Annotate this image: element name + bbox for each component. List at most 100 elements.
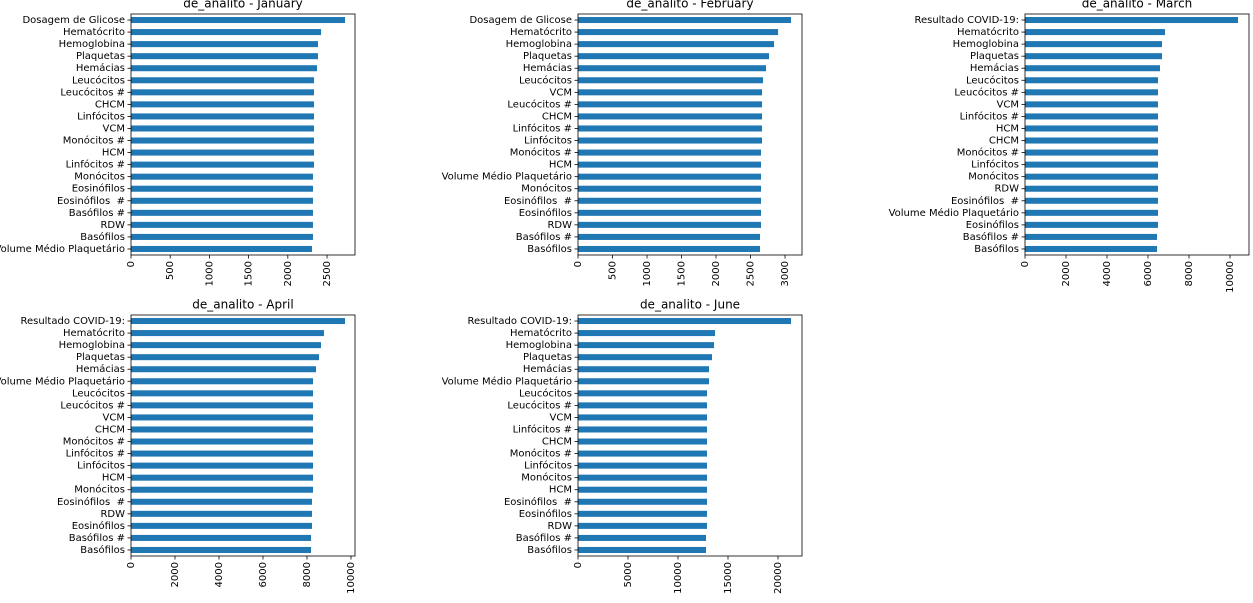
bar: [578, 342, 714, 349]
bar: [1025, 17, 1238, 24]
x-tick-label: 2000: [711, 261, 722, 286]
bar: [1025, 53, 1162, 60]
bar: [131, 414, 314, 421]
bar: [131, 522, 312, 529]
y-tick-label: Volume Médio Plaquetário: [442, 171, 572, 183]
y-tick-label: Hemoglobina: [953, 39, 1019, 50]
bar: [578, 426, 707, 433]
bar: [1025, 209, 1159, 216]
y-tick-label: Hematócrito: [63, 26, 125, 38]
y-tick-label: Eosinófilos #: [504, 496, 572, 508]
y-tick-label: Plaquetas: [76, 352, 125, 363]
y-tick-label: Eosinófilos #: [57, 496, 125, 508]
bar: [131, 125, 314, 132]
y-tick-label: CHCM: [95, 99, 125, 110]
y-tick-label: Linfócitos #: [66, 448, 125, 460]
y-tick-label: Eosinófilos: [519, 207, 572, 219]
bar: [131, 546, 312, 553]
y-tick-label: RDW: [994, 184, 1019, 195]
bar: [578, 318, 791, 325]
y-tick-label: Monócitos: [521, 183, 572, 195]
y-tick-label: Linfócitos #: [513, 122, 572, 134]
y-tick-label: Basófilos #: [963, 231, 1019, 243]
y-tick-label: HCM: [102, 148, 125, 159]
bar: [131, 318, 345, 325]
bar: [578, 197, 762, 204]
bar: [131, 462, 314, 469]
bar: [131, 426, 314, 433]
bar: [131, 17, 346, 24]
y-tick-label: CHCM: [542, 111, 572, 122]
y-tick-label: HCM: [549, 160, 572, 171]
x-tick-label: 4000: [1102, 261, 1113, 286]
y-tick-label: Dosagem de Glicose: [469, 15, 572, 26]
x-tick-label: 2000: [1061, 261, 1072, 286]
y-tick-label: Basófilos #: [69, 207, 125, 219]
y-tick-label: Leucócitos #: [60, 399, 125, 411]
x-tick-label: 500: [608, 261, 619, 280]
bar: [131, 53, 318, 60]
y-tick-label: Resultado COVID-19:: [467, 316, 572, 327]
y-tick-label: RDW: [100, 509, 125, 520]
y-tick-label: Plaquetas: [76, 51, 125, 62]
y-tick-label: Plaquetas: [970, 51, 1019, 62]
subplot-title: de_analito - April: [192, 298, 293, 312]
bar: [131, 245, 313, 252]
x-tick-label: 3000: [780, 261, 791, 286]
subplot-title: de_analito - February: [626, 0, 753, 11]
bar: [131, 378, 314, 385]
bar: [578, 498, 707, 505]
bar: [578, 534, 706, 541]
y-tick-label: CHCM: [989, 136, 1019, 147]
y-tick-label: Monócitos: [74, 171, 125, 183]
bar: [578, 173, 762, 180]
bar: [578, 77, 764, 84]
axes-frame: [130, 314, 356, 557]
axes-frame: [577, 13, 803, 256]
bar: [578, 366, 709, 373]
bar: [578, 390, 707, 397]
y-tick-label: Basófilos: [974, 243, 1019, 255]
y-tick-label: CHCM: [542, 437, 572, 448]
y-tick-label: Leucócitos #: [507, 399, 572, 411]
y-tick-label: Monócitos: [521, 472, 572, 484]
y-tick-label: Basófilos: [80, 544, 125, 556]
y-tick-label: Hemoglobina: [506, 39, 572, 50]
y-tick-label: Resultado COVID-19:: [20, 316, 125, 327]
y-tick-label: Hemoglobina: [59, 340, 125, 351]
bar: [131, 221, 313, 228]
bar: [131, 65, 317, 72]
y-tick-label: Linfócitos: [524, 135, 572, 147]
x-tick-label: 500: [165, 261, 176, 280]
y-tick-label: Leucócitos: [72, 74, 125, 86]
x-tick-label: 0: [1020, 261, 1031, 267]
bar: [1025, 89, 1159, 96]
bar: [578, 233, 761, 240]
bar: [131, 113, 314, 120]
x-tick-label: 10000: [1225, 261, 1236, 293]
bar: [1025, 149, 1159, 156]
bar: [578, 17, 792, 24]
y-tick-label: Monócitos #: [63, 436, 125, 448]
bar: [578, 378, 709, 385]
x-tick-label: 8000: [302, 562, 313, 587]
x-tick-label: 10000: [346, 562, 357, 594]
y-tick-label: Leucócitos #: [60, 86, 125, 98]
y-tick-label: RDW: [547, 220, 572, 231]
axes-frame: [1024, 13, 1250, 256]
y-tick-label: Basófilos #: [516, 231, 572, 243]
y-tick-label: Resultado COVID-19:: [914, 15, 1019, 26]
x-tick-label: 6000: [258, 562, 269, 587]
y-tick-label: Linfócitos: [77, 110, 125, 122]
bar: [578, 29, 779, 36]
y-tick-label: Plaquetas: [523, 51, 572, 62]
y-tick-label: RDW: [100, 220, 125, 231]
bar: [1025, 185, 1159, 192]
y-tick-label: Leucócitos: [519, 74, 572, 86]
bar: [578, 354, 712, 361]
bar: [578, 546, 706, 553]
bar: [131, 41, 318, 48]
bar: [578, 522, 707, 529]
bar: [131, 390, 314, 397]
